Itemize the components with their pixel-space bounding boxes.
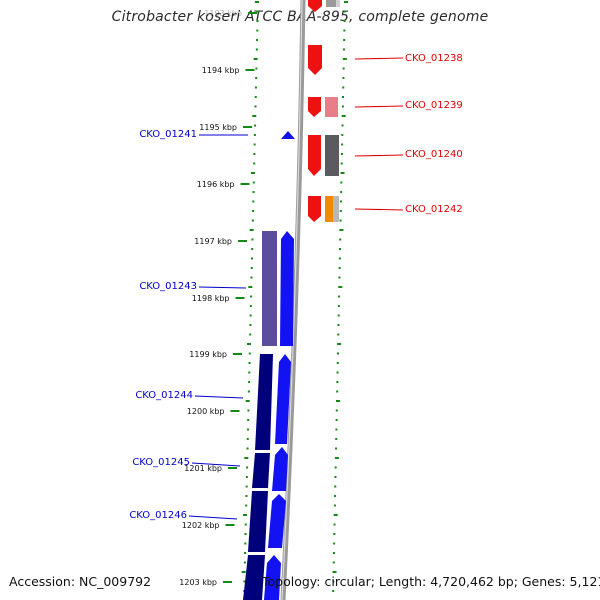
gene-cko-01239-block[interactable] [325, 97, 338, 117]
forward-cds-group [308, 0, 340, 222]
gene-cko-01244-block[interactable] [255, 354, 273, 450]
gene-label-group: CKO_01241 CKO_01243 CKO_01244 CKO_01245 CKO_… [129, 53, 462, 521]
gene-cko-01241-arrow[interactable] [281, 131, 295, 139]
map-title: Citrobacter koseri ATCC BAA-895, complet… [111, 9, 489, 25]
gene-cko-01244-arrow[interactable] [275, 354, 291, 444]
gene-label-reverse[interactable]: CKO_01245 [132, 457, 190, 468]
gene-leader-line [198, 286, 247, 289]
gene-label-forward[interactable]: CKO_01239 [405, 100, 463, 111]
gene-cko-01239-arrow[interactable] [308, 97, 321, 117]
kbp-tick-label: 1200 kbp [187, 407, 225, 416]
kbp-tick-label: 1195 kbp [199, 123, 237, 132]
gene-leader-line [188, 515, 238, 520]
gene-cko-01243-arrow[interactable] [280, 231, 294, 346]
kbp-tick-label: 1196 kbp [197, 180, 235, 189]
kbp-tick-label: 1199 kbp [189, 350, 227, 359]
gene-cko-01242-block-grey [333, 196, 339, 222]
gene-label-forward[interactable]: CKO_01240 [405, 149, 463, 160]
gene-cko-01243-block[interactable] [262, 231, 277, 346]
gene-leader-line [354, 105, 404, 108]
left-tick-ring [241, 1, 259, 592]
gene-leader-line [354, 208, 404, 211]
gene-top-grey-a [326, 0, 336, 7]
gene-leader-line [194, 395, 244, 399]
gene-label-reverse[interactable]: CKO_01246 [129, 510, 187, 521]
gene-label-forward[interactable]: CKO_01242 [405, 204, 463, 215]
gene-next-arrow[interactable] [264, 555, 281, 600]
gene-leader-line [354, 57, 404, 60]
gene-label-reverse[interactable]: CKO_01244 [135, 390, 193, 401]
gene-label-forward[interactable]: CKO_01238 [405, 53, 463, 64]
gene-label-reverse[interactable]: CKO_01243 [139, 281, 197, 292]
gene-label-reverse[interactable]: CKO_01241 [139, 129, 197, 140]
gene-cko-01240-block[interactable] [325, 135, 339, 176]
gene-top-grey-b [336, 0, 340, 7]
genome-backbone [280, 0, 306, 600]
kbp-scale: 1193 kbp 1194 kbp 1195 kbp 1196 kbp 1197 kbp… [179, 9, 257, 587]
gene-cko-01245-arrow[interactable] [272, 447, 288, 491]
kbp-tick-label: 1193 kbp [204, 9, 242, 18]
gene-cko-01240-arrow[interactable] [308, 135, 321, 176]
kbp-tick-label: 1194 kbp [202, 66, 240, 75]
genome-backbone-highlight [281, 0, 303, 600]
right-tick-ring [332, 1, 348, 592]
gene-cko-01245-block[interactable] [252, 453, 270, 488]
kbp-tick-label: 1198 kbp [192, 294, 230, 303]
topology-summary-text: Topology: circular; Length: 4,720,462 bp… [262, 574, 600, 589]
reverse-cds-group [243, 131, 295, 600]
kbp-tick-label: 1201 kbp [184, 464, 222, 473]
gene-leader-line [354, 154, 404, 157]
kbp-tick-label: 1202 kbp [182, 521, 220, 530]
gene-cko-01238-arrow-top[interactable] [308, 0, 322, 12]
gene-cko-01246-block[interactable] [248, 491, 268, 552]
accession-text: Accession: NC_009792 [9, 574, 152, 589]
gene-cko-01246-arrow[interactable] [268, 494, 286, 548]
gene-cko-01242-block-orange[interactable] [325, 196, 333, 222]
gene-cko-01238-arrow[interactable] [308, 45, 322, 75]
kbp-tick-label: 1197 kbp [194, 237, 232, 246]
kbp-tick-label: 1203 kbp [179, 578, 217, 587]
gene-leader-line [191, 462, 241, 467]
gene-next-block[interactable] [243, 555, 265, 600]
gene-cko-01242-arrow[interactable] [308, 196, 321, 222]
